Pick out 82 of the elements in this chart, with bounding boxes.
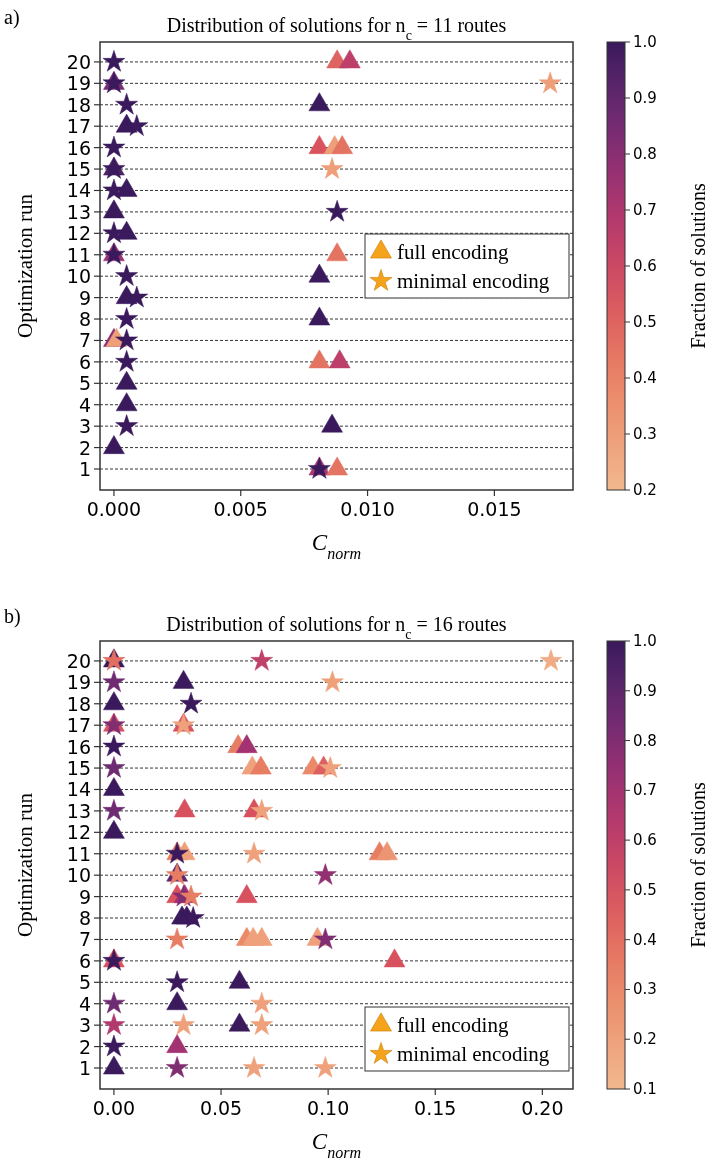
x-tick-label: 0.010	[340, 498, 395, 520]
y-tick-label: 13	[66, 799, 91, 822]
y-tick-label: 3	[78, 1014, 91, 1037]
y-tick-label: 12	[66, 222, 91, 245]
y-tick-label: 6	[78, 949, 91, 972]
color-bar-label: 0.8	[633, 145, 657, 163]
x-tick-label: 0.05	[199, 1097, 243, 1119]
y-tick-label: 1	[78, 1057, 91, 1079]
y-tick-label: 2	[78, 1035, 91, 1058]
y-tick-label: 5	[78, 372, 91, 395]
text: a)	[4, 6, 20, 29]
y-tick-label: 14	[66, 179, 91, 202]
y-tick-label: 9	[78, 885, 91, 908]
y-tick-label: 8	[78, 907, 91, 930]
color-bar-label: 0.1	[633, 1080, 657, 1098]
y-tick-label: 18	[66, 93, 91, 116]
y-tick-label: 8	[78, 308, 91, 331]
y-tick-label: 7	[78, 329, 91, 352]
text: full encoding	[397, 240, 509, 264]
text: minimal encoding	[397, 1042, 550, 1066]
x-tick-label: 0.015	[467, 498, 522, 520]
color-bar-label: 0.6	[633, 831, 657, 850]
y-tick-label: 20	[66, 649, 91, 672]
y-tick-label: 11	[66, 842, 91, 865]
y-tick-label: 14	[66, 778, 91, 801]
color-bar-label: 0.4	[633, 369, 657, 387]
text: minimal encoding	[397, 269, 550, 293]
y-tick-label: 17	[66, 115, 91, 138]
y-tick-label: 20	[66, 50, 91, 73]
y-tick-label: 7	[78, 928, 91, 951]
y-tick-label: 13	[66, 200, 91, 223]
y-axis-title: Optimization run	[13, 193, 37, 339]
y-tick-label: 4	[78, 992, 91, 1015]
y-tick-label: 18	[66, 692, 91, 715]
y-tick-label: 16	[66, 136, 91, 159]
y-tick-label: 4	[78, 393, 91, 416]
x-tick-label: 0.00	[92, 1097, 136, 1119]
x-axis-title: C$_{norm}$	[311, 530, 362, 562]
color-bar-label: 0.9	[633, 89, 657, 107]
color-bar-label: 0.7	[633, 201, 657, 219]
text: full encoding	[397, 1013, 509, 1037]
color-bar-label: 0.5	[633, 313, 657, 331]
y-tick-label: 19	[66, 671, 91, 694]
x-tick-label: 0.005	[213, 498, 268, 520]
color-bar-label: 0.9	[633, 681, 657, 700]
chart-title: Distribution of solutions for n$_{c}$ = 16 routes	[166, 613, 507, 642]
y-tick-label: 10	[66, 265, 91, 288]
color-bar-label: 0.3	[633, 425, 657, 443]
text: b)	[4, 605, 21, 628]
y-tick-label: 9	[78, 286, 91, 309]
y-tick-label: 19	[66, 72, 91, 95]
y-tick-label: 5	[78, 971, 91, 994]
y-tick-label: 15	[66, 757, 91, 780]
color-bar-label: 0.2	[633, 1030, 657, 1049]
y-tick-label: 16	[66, 735, 91, 758]
y-tick-label: 11	[66, 243, 91, 266]
x-tick-label: 0.20	[521, 1097, 564, 1119]
color-bar-label: 0.3	[633, 980, 657, 999]
y-tick-label: 10	[66, 864, 91, 887]
color-bar-label: 0.2	[633, 481, 657, 499]
x-axis-title: C$_{norm}$	[311, 1129, 362, 1161]
x-tick-label: 0.15	[414, 1097, 457, 1119]
color-bar-label: 0.8	[633, 731, 657, 750]
y-tick-label: 15	[66, 158, 91, 181]
x-tick-label: 0.10	[306, 1097, 350, 1119]
y-tick-label: 1	[78, 458, 91, 480]
color-bar-title: Fraction of solutions	[687, 782, 709, 948]
color-bar-title: Fraction of solutions	[687, 183, 709, 349]
y-axis-title: Optimization run	[13, 792, 37, 938]
chart-title: Distribution of solutions for n$_{c}$ = 11 routes	[166, 14, 507, 43]
x-tick-label: 0.000	[86, 498, 142, 520]
color-bar-label: 1.0	[633, 632, 657, 650]
color-bar-label: 0.5	[633, 880, 657, 899]
color-bar-label: 0.7	[633, 781, 657, 800]
color-bar-label: 0.6	[633, 257, 657, 275]
y-tick-label: 6	[78, 350, 91, 373]
y-tick-label: 12	[66, 821, 91, 844]
color-bar-label: 0.4	[633, 930, 657, 949]
y-tick-label: 17	[66, 714, 91, 737]
y-tick-label: 3	[78, 415, 91, 438]
y-tick-label: 2	[78, 436, 91, 459]
color-bar-label: 1.0	[633, 33, 657, 51]
